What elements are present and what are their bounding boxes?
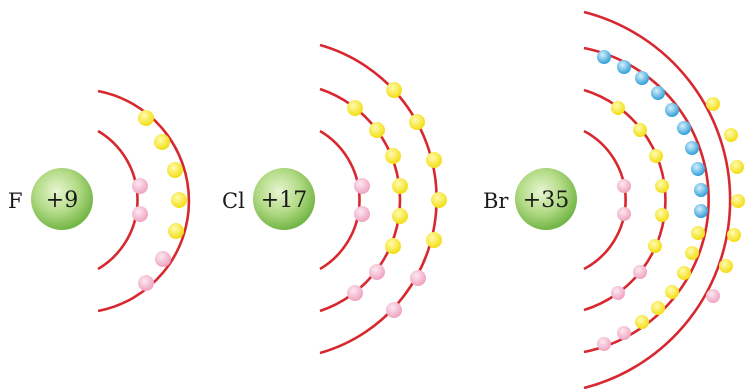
electron xyxy=(347,100,363,116)
electron xyxy=(648,239,662,253)
electron xyxy=(677,266,691,280)
electron xyxy=(633,265,647,279)
electrons xyxy=(132,110,187,291)
electron xyxy=(138,110,154,126)
electron xyxy=(706,97,720,111)
atom-symbol: Br xyxy=(483,189,509,213)
shell-2 xyxy=(97,89,191,313)
electron xyxy=(724,128,738,142)
shell-4 xyxy=(583,10,732,389)
electron xyxy=(651,301,665,315)
electron xyxy=(731,194,745,208)
electron xyxy=(617,326,631,340)
shell-3 xyxy=(319,43,438,355)
electron-shells xyxy=(583,10,732,389)
electron-shells xyxy=(97,89,191,313)
electron xyxy=(617,207,631,221)
electron xyxy=(410,270,426,286)
nucleus xyxy=(253,168,315,230)
electron xyxy=(685,246,699,260)
electron xyxy=(611,101,625,115)
electron xyxy=(155,251,171,267)
electron xyxy=(691,226,705,240)
shell-1 xyxy=(319,129,361,271)
atom-symbol: F xyxy=(8,189,23,213)
electron xyxy=(167,162,183,178)
electron xyxy=(691,162,705,176)
electron xyxy=(719,259,733,273)
electron xyxy=(385,148,401,164)
electron xyxy=(635,315,649,329)
electrons xyxy=(347,82,447,318)
nucleus-charge: +9 xyxy=(46,188,78,213)
electron xyxy=(633,123,647,137)
electron xyxy=(347,285,363,301)
electron xyxy=(386,82,402,98)
electron xyxy=(354,178,370,194)
electron xyxy=(426,232,442,248)
electron xyxy=(597,50,611,64)
electron xyxy=(677,121,691,135)
electron xyxy=(154,134,170,150)
electron xyxy=(655,179,669,193)
electron xyxy=(369,264,385,280)
electron xyxy=(385,238,401,254)
electron xyxy=(171,192,187,208)
electron xyxy=(392,208,408,224)
atom-bromine: Br +35 xyxy=(483,10,745,389)
electron xyxy=(665,285,679,299)
nucleus xyxy=(31,168,93,230)
electron xyxy=(354,206,370,222)
electron xyxy=(694,204,708,218)
electron-shells xyxy=(319,43,438,355)
electron xyxy=(617,179,631,193)
electron xyxy=(168,223,184,239)
atom-chlorine: Cl +17 xyxy=(222,43,447,355)
shell-3 xyxy=(583,46,710,354)
electron xyxy=(369,122,385,138)
electron xyxy=(138,275,154,291)
electron xyxy=(651,86,665,100)
electron xyxy=(392,178,408,194)
electron xyxy=(685,141,699,155)
electron xyxy=(649,149,663,163)
electron xyxy=(727,228,741,242)
electron xyxy=(617,60,631,74)
electron xyxy=(694,183,708,197)
electron xyxy=(597,337,611,351)
nucleus xyxy=(515,168,577,230)
atom-fluorine: F +9 xyxy=(8,89,191,313)
electron xyxy=(409,114,425,130)
electron xyxy=(665,103,679,117)
electron xyxy=(655,208,669,222)
electron xyxy=(132,178,148,194)
electron xyxy=(431,192,447,208)
electron xyxy=(386,302,402,318)
shell-1 xyxy=(583,129,627,271)
electrons xyxy=(597,50,745,351)
shell-1 xyxy=(97,129,139,271)
electron xyxy=(426,152,442,168)
electron xyxy=(706,289,720,303)
electron xyxy=(611,286,625,300)
electron xyxy=(132,206,148,222)
nucleus-charge: +17 xyxy=(261,188,307,213)
nucleus-charge: +35 xyxy=(523,188,569,213)
electron xyxy=(730,160,744,174)
electron xyxy=(635,71,649,85)
atom-symbol: Cl xyxy=(222,189,245,213)
